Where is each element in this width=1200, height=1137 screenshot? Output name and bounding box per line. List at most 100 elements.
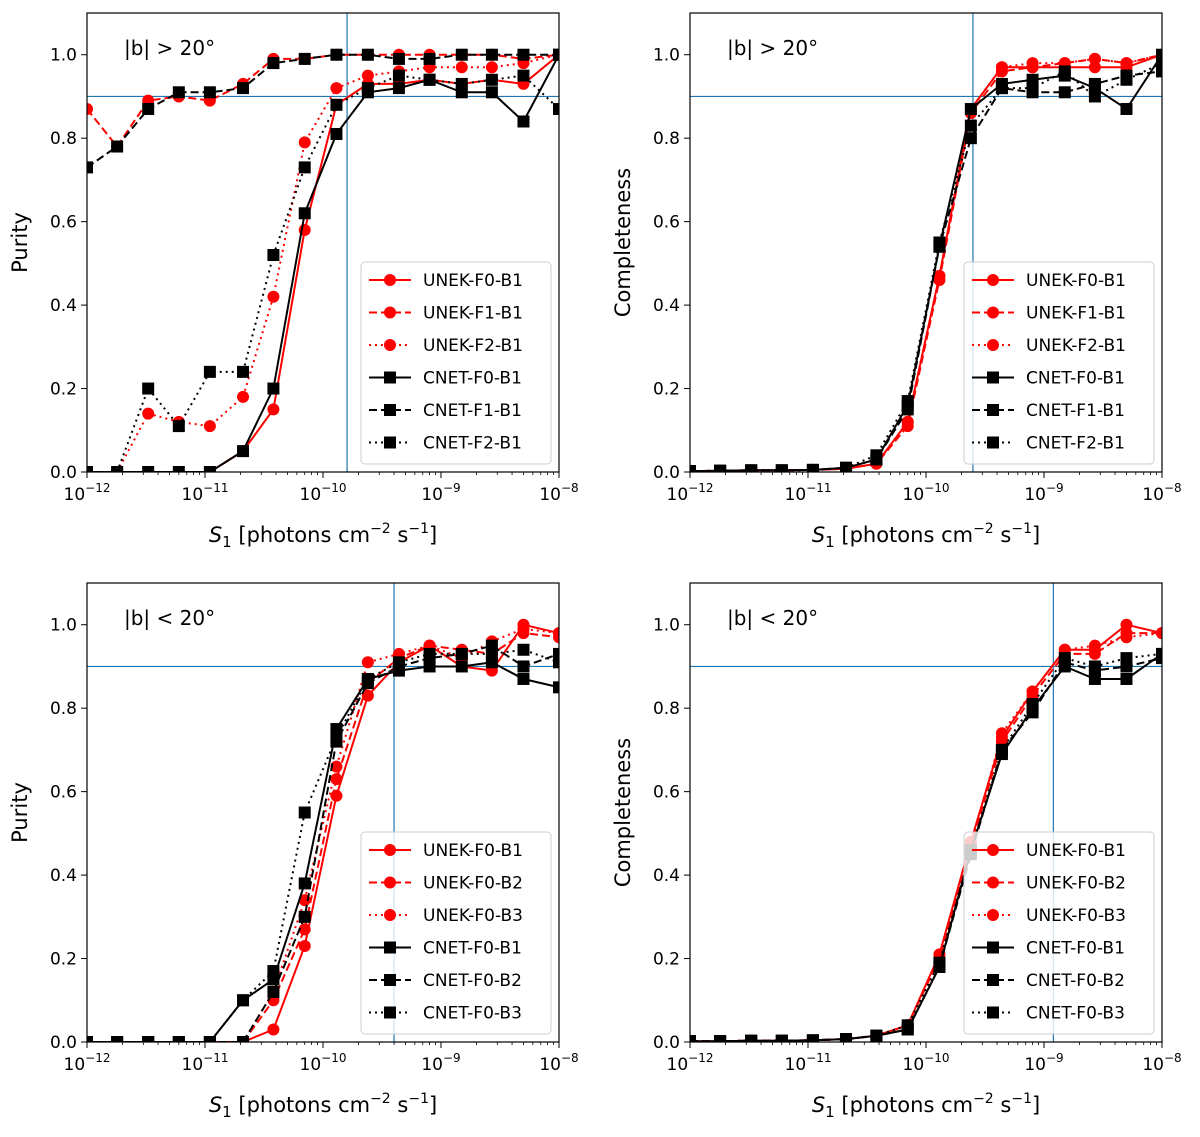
data-point xyxy=(237,994,250,1007)
data-point xyxy=(517,115,530,128)
data-point xyxy=(1120,652,1133,665)
y-tick-label: 0.0 xyxy=(50,1033,77,1053)
panel-top-right: 0.0 0.2 0.4 0.6 0.8 1.0 10−12 10−11 10−10 10−9 10−… xyxy=(611,12,1182,551)
legend-label: UNEK-F0-B1 xyxy=(1026,841,1126,861)
data-point xyxy=(298,877,311,890)
legend-marker xyxy=(384,941,396,954)
y-tick-label: 0.6 xyxy=(50,213,77,233)
y-tick-label: 0.2 xyxy=(653,380,680,400)
legend-entry: CNET-F0-B1 xyxy=(972,939,1125,959)
data-point xyxy=(392,69,405,82)
data-point xyxy=(455,48,468,61)
data-point xyxy=(553,656,559,669)
legend-label: CNET-F0-B2 xyxy=(423,971,522,991)
legend-marker xyxy=(384,371,396,384)
x-tick-label: 10−11 xyxy=(785,481,832,505)
legend-label: UNEK-F2-B1 xyxy=(1026,336,1126,356)
data-point xyxy=(267,965,280,978)
series-line xyxy=(87,53,559,169)
legend-entry: CNET-F1-B1 xyxy=(972,401,1125,421)
y-tick-label: 0.2 xyxy=(50,380,77,400)
data-point xyxy=(1058,652,1071,665)
data-point xyxy=(995,743,1008,756)
data-point xyxy=(298,161,311,174)
legend-marker xyxy=(987,339,999,351)
legend-marker xyxy=(987,1006,999,1019)
legend-entry: CNET-F0-B1 xyxy=(369,369,522,389)
plot-area xyxy=(690,583,1162,1042)
data-point xyxy=(1156,627,1162,640)
data-point xyxy=(553,102,559,115)
data-point xyxy=(806,1034,819,1042)
data-point xyxy=(1088,77,1101,90)
data-point xyxy=(267,382,280,395)
y-tick-label: 0.6 xyxy=(653,783,680,803)
data-point xyxy=(298,806,311,819)
legend-label: CNET-F2-B1 xyxy=(423,434,522,454)
data-point xyxy=(995,61,1008,74)
data-point xyxy=(330,128,343,141)
x-tick-label: 10−12 xyxy=(64,481,111,505)
data-point xyxy=(111,140,124,153)
data-point xyxy=(87,1036,93,1042)
legend-entry: UNEK-F2-B1 xyxy=(972,336,1126,356)
data-point xyxy=(517,660,530,673)
y-tick-label: 0.4 xyxy=(653,296,680,316)
data-point xyxy=(840,1033,853,1042)
legend-marker xyxy=(987,306,999,319)
y-tick-label: 1.0 xyxy=(50,616,77,636)
x-axis-label: S1 [photons cm−2 s−1] xyxy=(209,1091,437,1121)
legend-entry: UNEK-F0-B1 xyxy=(972,271,1126,291)
data-point xyxy=(1088,52,1101,65)
data-point xyxy=(714,464,727,472)
legend-marker xyxy=(384,876,396,889)
data-point xyxy=(1120,102,1133,115)
y-tick-label: 1.0 xyxy=(50,46,77,66)
data-point xyxy=(330,82,343,95)
data-point xyxy=(330,731,343,744)
data-point xyxy=(1156,57,1162,70)
legend-entry: UNEK-F0-B1 xyxy=(369,841,523,861)
x-tick-label: 10−10 xyxy=(300,1051,347,1075)
data-point xyxy=(111,466,124,472)
region-annotation: |b| < 20° xyxy=(727,606,818,630)
data-point xyxy=(517,48,530,61)
data-point xyxy=(1058,86,1071,99)
legend-label: CNET-F1-B1 xyxy=(1026,401,1125,421)
series-line xyxy=(690,70,1162,472)
legend-entry: UNEK-F2-B1 xyxy=(369,336,523,356)
data-point xyxy=(995,82,1008,95)
data-point xyxy=(203,466,216,472)
plot-area xyxy=(87,13,559,472)
legend-label: UNEK-F0-B1 xyxy=(423,841,523,861)
legend-entry: UNEK-F0-B1 xyxy=(972,841,1126,861)
data-point xyxy=(1058,65,1071,78)
legend-label: CNET-F0-B3 xyxy=(423,1004,522,1024)
data-point xyxy=(298,52,311,65)
data-point xyxy=(111,1036,124,1042)
x-tick-label: 10−10 xyxy=(903,1051,950,1075)
data-point xyxy=(1026,698,1039,711)
data-point xyxy=(142,382,155,395)
legend-entry: UNEK-F0-B1 xyxy=(369,271,523,291)
legend-label: CNET-F0-B1 xyxy=(423,369,522,389)
legend-label: CNET-F2-B1 xyxy=(1026,434,1125,454)
data-point xyxy=(901,415,914,428)
legend: UNEK-F0-B1 UNEK-F0-B2 UNEK-F0-B3 CNET-F0-B1… xyxy=(360,831,552,1035)
legend-label: UNEK-F0-B1 xyxy=(1026,271,1126,291)
data-point xyxy=(87,161,93,174)
legend-entry: CNET-F0-B2 xyxy=(972,971,1125,991)
data-point xyxy=(172,466,185,472)
series-line xyxy=(87,53,559,472)
legend-marker xyxy=(384,274,396,286)
x-tick-label: 10−11 xyxy=(785,1051,832,1075)
data-point xyxy=(775,464,788,472)
legend: UNEK-F0-B1 UNEK-F1-B1 UNEK-F2-B1 CNET-F0-B1… xyxy=(963,261,1155,465)
data-point xyxy=(964,119,977,132)
data-point xyxy=(745,464,758,472)
y-tick-label: 0.8 xyxy=(653,129,680,149)
data-point xyxy=(1156,48,1162,61)
data-point xyxy=(517,643,530,656)
data-point xyxy=(87,102,93,115)
